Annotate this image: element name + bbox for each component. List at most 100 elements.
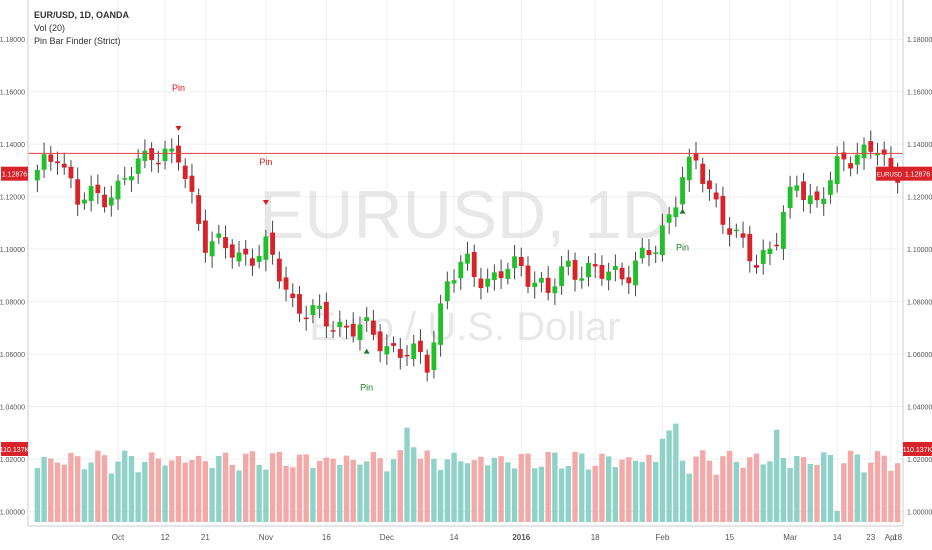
- volume-indicator-label[interactable]: Vol (20): [34, 23, 66, 33]
- candle-body: [639, 247, 645, 259]
- volume-bar: [34, 468, 41, 522]
- candle-body: [814, 191, 820, 201]
- candle-body: [458, 261, 464, 279]
- left-volume-tag-label: 110.137K: [0, 447, 30, 454]
- volume-bar: [377, 458, 383, 522]
- volume-bar: [498, 456, 504, 522]
- candle-body: [108, 197, 114, 206]
- candle-body: [317, 305, 323, 309]
- candle-body: [491, 272, 497, 280]
- candle-body: [344, 325, 349, 328]
- candle-body: [357, 324, 363, 341]
- candle-body: [707, 180, 712, 190]
- time-tick-label: Nov: [259, 533, 273, 542]
- volume-bar: [323, 457, 330, 522]
- candle-body: [828, 180, 833, 195]
- candle-body: [102, 194, 107, 208]
- candle-body: [270, 232, 276, 255]
- volume-bar: [41, 456, 47, 522]
- left-price-tick: 1.02000: [0, 457, 25, 464]
- right-volume-tag: [903, 442, 932, 456]
- volume-bar: [424, 450, 430, 522]
- volume-bar: [404, 427, 410, 522]
- candle-body: [498, 271, 504, 279]
- volume-bar: [847, 450, 854, 522]
- symbol-label[interactable]: EUR/USD, 1D, OANDA: [34, 10, 130, 20]
- time-tick-label: 12: [161, 533, 170, 542]
- right-price-tick: 1.00000: [907, 510, 932, 517]
- volume-bar: [155, 458, 162, 522]
- candle-body: [693, 153, 699, 161]
- volume-bar: [122, 450, 128, 522]
- volume-bar: [437, 469, 444, 522]
- left-price-tick: 1.06000: [0, 352, 25, 359]
- candle-body: [95, 184, 101, 194]
- volume-bar: [841, 463, 847, 522]
- volume-bar: [874, 451, 881, 522]
- candle-body: [283, 277, 289, 290]
- volume-bar: [518, 453, 524, 522]
- candle-body: [680, 177, 685, 205]
- candle-body: [733, 229, 739, 232]
- candle-body: [149, 148, 155, 161]
- chart-legend: EUR/USD, 1D, OANDA Vol (20) Pin Bar Find…: [34, 9, 129, 48]
- candle-body: [424, 354, 430, 373]
- volume-bar: [659, 438, 666, 522]
- volume-bar: [686, 473, 692, 522]
- right-price-tick: 1.18000: [907, 37, 932, 44]
- candle-body: [310, 305, 316, 316]
- volume-bar: [169, 460, 175, 522]
- volume-bar: [605, 456, 612, 522]
- candle-body: [276, 258, 282, 282]
- candle-body: [377, 331, 383, 352]
- candle-body: [256, 255, 262, 262]
- volume-bar: [888, 470, 894, 522]
- candle-body: [364, 317, 370, 321]
- candle-body: [485, 278, 491, 287]
- volume-bar: [794, 455, 800, 522]
- volume-bar: [814, 464, 820, 522]
- volume-bar: [545, 451, 551, 522]
- candle-body: [606, 271, 612, 281]
- volume-bar: [579, 453, 585, 522]
- volume-bar: [491, 457, 498, 522]
- candle-body: [330, 330, 336, 332]
- candle-body: [653, 252, 659, 254]
- candle-body: [512, 256, 517, 269]
- volume-bar: [128, 455, 135, 522]
- candle-body: [122, 178, 128, 180]
- volume-bar: [532, 468, 538, 522]
- candle-body: [552, 286, 558, 294]
- volume-bar: [337, 464, 343, 522]
- volume-bar: [753, 453, 760, 522]
- pin-bar-indicator-label[interactable]: Pin Bar Finder (Strict): [34, 36, 121, 46]
- right-price-tick: 1.12000: [907, 195, 932, 202]
- symbol-tag-label: EURUSD: [877, 173, 903, 179]
- volume-bar: [525, 453, 531, 522]
- volume-bar: [350, 459, 356, 522]
- candle-body: [888, 158, 894, 172]
- volume-bar: [216, 455, 222, 522]
- candle-body: [586, 262, 591, 278]
- volume-bar: [290, 467, 296, 522]
- volume-bar: [673, 423, 679, 522]
- candle-body: [747, 233, 753, 262]
- pin-arrow-up: [679, 208, 686, 214]
- volume-bar: [195, 455, 202, 522]
- time-tick-label: Dec: [380, 533, 394, 542]
- candle-body: [370, 320, 376, 335]
- volume-bars: [34, 423, 901, 522]
- volume-bar: [243, 453, 249, 522]
- candle-body: [182, 165, 188, 179]
- candle-body: [787, 186, 793, 209]
- candlesticks: [34, 130, 901, 382]
- candle-body: [202, 220, 208, 253]
- candle-body: [176, 145, 181, 163]
- volume-bar: [330, 458, 336, 522]
- candle-body: [720, 195, 726, 225]
- volume-bar: [827, 455, 834, 522]
- volume-bar: [229, 464, 235, 522]
- left-price-tick: 1.16000: [0, 90, 25, 97]
- candle-body: [48, 154, 54, 162]
